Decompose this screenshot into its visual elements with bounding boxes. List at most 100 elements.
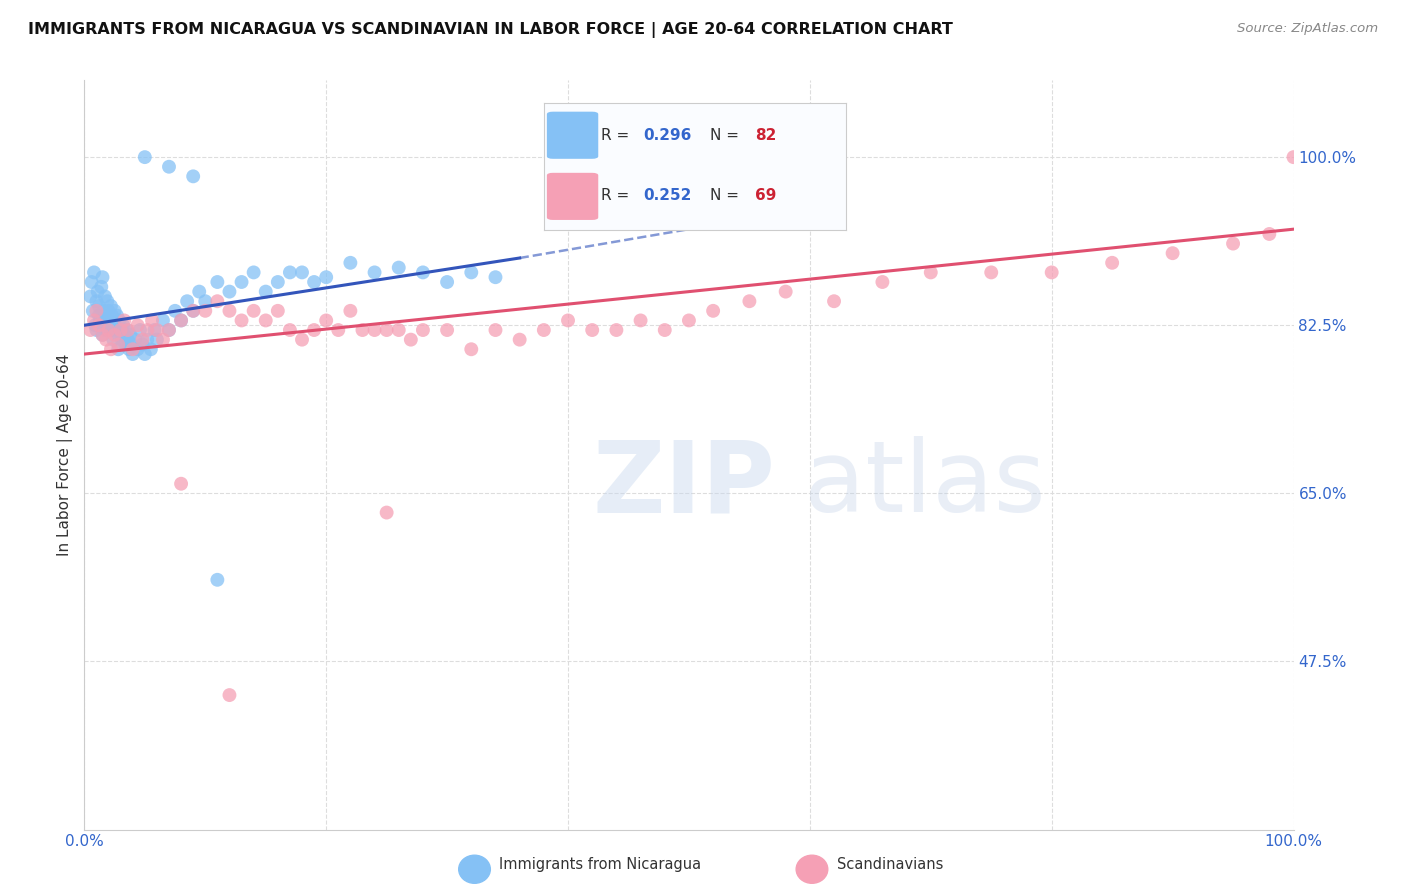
Point	[533, 323, 555, 337]
Point	[509, 333, 531, 347]
Point	[108, 313, 131, 327]
Point	[120, 327, 142, 342]
Point	[170, 313, 193, 327]
Point	[97, 303, 120, 318]
Point	[117, 323, 139, 337]
Point	[557, 313, 579, 327]
Point	[114, 337, 136, 351]
Point	[121, 337, 143, 351]
Point	[231, 275, 253, 289]
Point	[94, 309, 117, 323]
Point	[157, 323, 180, 337]
Point	[254, 313, 277, 327]
Point	[97, 323, 120, 337]
Point	[315, 313, 337, 327]
Point	[129, 323, 152, 337]
Point	[412, 323, 434, 337]
Circle shape	[796, 855, 828, 883]
Point	[91, 327, 114, 342]
Point	[1258, 227, 1281, 241]
Point	[278, 323, 301, 337]
Point	[117, 333, 139, 347]
Point	[1161, 246, 1184, 260]
Point	[702, 303, 724, 318]
Point	[315, 270, 337, 285]
Point	[165, 303, 187, 318]
Point	[84, 318, 107, 333]
Point	[328, 323, 350, 337]
Point	[678, 313, 700, 327]
Point	[181, 169, 204, 184]
Point	[111, 333, 134, 347]
Point	[218, 688, 240, 702]
Point	[218, 303, 240, 318]
Point	[143, 323, 166, 337]
Point	[112, 318, 135, 333]
Point	[375, 506, 398, 520]
Point	[291, 333, 314, 347]
Point	[1222, 236, 1244, 251]
Point	[94, 289, 117, 303]
Point	[124, 333, 146, 347]
Point	[90, 280, 112, 294]
Point	[176, 294, 198, 309]
Point	[121, 347, 143, 361]
Point	[100, 299, 122, 313]
Point	[100, 343, 122, 357]
Point	[738, 294, 761, 309]
Point	[460, 343, 482, 357]
Text: Scandinavians: Scandinavians	[837, 857, 943, 872]
Point	[1282, 150, 1305, 164]
Point	[87, 309, 110, 323]
Point	[302, 323, 325, 337]
Point	[118, 343, 141, 357]
Point	[105, 309, 128, 323]
Point	[157, 323, 180, 337]
Point	[242, 265, 264, 279]
Point	[352, 323, 374, 337]
Point	[86, 323, 108, 337]
Point	[291, 265, 314, 279]
Point	[146, 323, 169, 337]
Point	[131, 337, 153, 351]
Point	[181, 303, 204, 318]
Point	[139, 343, 162, 357]
Point	[436, 275, 458, 289]
Point	[134, 150, 156, 164]
Point	[170, 476, 193, 491]
Point	[920, 265, 942, 279]
Point	[101, 309, 124, 323]
Point	[136, 323, 159, 337]
Point	[375, 323, 398, 337]
Point	[110, 323, 132, 337]
Point	[194, 294, 217, 309]
Point	[94, 323, 117, 337]
Point	[242, 303, 264, 318]
Point	[79, 323, 101, 337]
Point	[363, 265, 385, 279]
Point	[218, 285, 240, 299]
Point	[103, 333, 125, 347]
Point	[1101, 256, 1123, 270]
Point	[83, 265, 105, 279]
Point	[107, 327, 129, 342]
Point	[87, 318, 110, 333]
Y-axis label: In Labor Force | Age 20-64: In Labor Force | Age 20-64	[58, 354, 73, 556]
Circle shape	[458, 855, 491, 883]
Point	[127, 318, 149, 333]
Point	[339, 256, 361, 270]
Point	[399, 333, 422, 347]
Point	[170, 313, 193, 327]
Point	[91, 270, 114, 285]
Point	[100, 323, 122, 337]
Point	[94, 333, 117, 347]
Text: ZIP: ZIP	[592, 436, 775, 533]
Point	[115, 323, 138, 337]
Text: IMMIGRANTS FROM NICARAGUA VS SCANDINAVIAN IN LABOR FORCE | AGE 20-64 CORRELATION: IMMIGRANTS FROM NICARAGUA VS SCANDINAVIA…	[28, 22, 953, 38]
Point	[181, 303, 204, 318]
Point	[157, 160, 180, 174]
Point	[980, 265, 1002, 279]
Point	[388, 260, 411, 275]
Point	[188, 285, 211, 299]
Point	[136, 333, 159, 347]
